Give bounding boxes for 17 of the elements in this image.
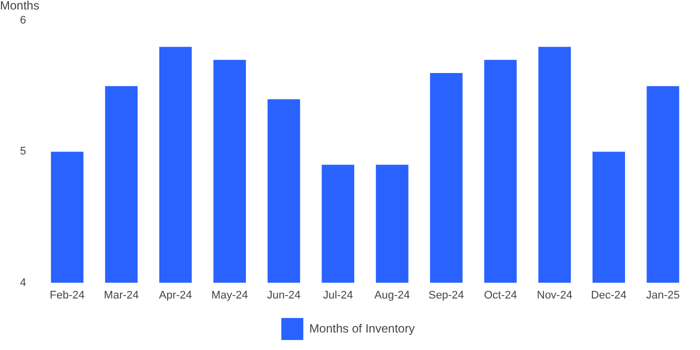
y-tick-label: 5 — [20, 146, 26, 158]
x-tick-label: Sep-24 — [428, 289, 464, 302]
x-tick-label: Mar-24 — [104, 289, 139, 302]
x-tick-label: Jan-25 — [646, 289, 680, 302]
y-tick-label: 4 — [20, 276, 26, 289]
y-tick-label: 6 — [20, 14, 26, 27]
x-tick-label: Aug-24 — [374, 289, 410, 302]
x-tick-label: Feb-24 — [50, 289, 85, 302]
y-axis-title: Months — [0, 0, 40, 12]
x-tick-label: Dec-24 — [591, 289, 626, 302]
x-tick-label: Jun-24 — [267, 289, 301, 302]
x-tick-label: Oct-24 — [484, 289, 517, 302]
x-tick-label: Apr-24 — [158, 289, 192, 302]
x-tick-label: Jul-24 — [322, 289, 353, 302]
legend-label: Months of Inventory — [309, 321, 415, 336]
x-tick-label: May-24 — [211, 289, 248, 302]
x-tick-label: Nov-24 — [536, 289, 572, 302]
